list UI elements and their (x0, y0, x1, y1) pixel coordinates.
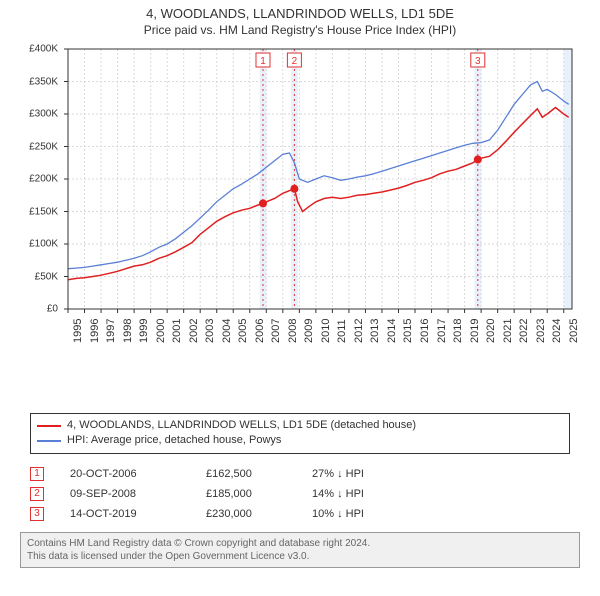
x-axis-label: 2006 (254, 319, 266, 343)
sale-row: 1 20-OCT-2006 £162,500 27% ↓ HPI (30, 464, 570, 484)
sale-delta: 14% ↓ HPI (312, 488, 364, 500)
x-axis-label: 2016 (419, 319, 431, 343)
x-axis-label: 2024 (551, 319, 563, 343)
y-axis-label: £200K (29, 174, 58, 185)
x-axis-label: 2011 (336, 319, 348, 343)
y-axis-label: £150K (29, 206, 58, 217)
legend: 4, WOODLANDS, LLANDRINDOD WELLS, LD1 5DE… (30, 413, 570, 454)
price-chart: 1 2 3 £0 £50K £100K £150K £200K £250K £300K £350K… (20, 41, 580, 381)
sale-date: 09-SEP-2008 (70, 488, 180, 500)
svg-text:3: 3 (475, 56, 481, 67)
y-axis-label: £400K (29, 44, 58, 55)
sale-row: 3 14-OCT-2019 £230,000 10% ↓ HPI (30, 504, 570, 524)
sale-date: 20-OCT-2006 (70, 468, 180, 480)
x-axis-label: 2023 (535, 319, 547, 343)
x-axis-label: 2004 (221, 319, 233, 343)
sale-marker: 1 (30, 467, 44, 481)
x-axis-label: 2025 (568, 319, 580, 343)
page-title: 4, WOODLANDS, LLANDRINDOD WELLS, LD1 5DE (0, 6, 600, 21)
x-axis-label: 2001 (171, 319, 183, 343)
legend-row: HPI: Average price, detached house, Powy… (37, 433, 563, 448)
x-axis-label: 2022 (518, 319, 530, 343)
x-axis-label: 2017 (436, 319, 448, 343)
legend-swatch (37, 425, 61, 427)
x-axis-label: 2015 (402, 319, 414, 343)
x-axis-label: 1996 (89, 319, 101, 343)
sale-delta: 27% ↓ HPI (312, 468, 364, 480)
y-axis-label: £50K (35, 271, 58, 282)
sale-price: £162,500 (206, 468, 286, 480)
sale-price: £230,000 (206, 508, 286, 520)
y-axis-label: £350K (29, 76, 58, 87)
sale-price: £185,000 (206, 488, 286, 500)
y-axis-label: £100K (29, 239, 58, 250)
x-axis-label: 2020 (485, 319, 497, 343)
x-axis-label: 2007 (270, 319, 282, 343)
y-axis-label: £0 (47, 304, 58, 315)
sales-table: 1 20-OCT-2006 £162,500 27% ↓ HPI 2 09-SEP-200… (30, 464, 570, 524)
x-axis-label: 2000 (155, 319, 167, 343)
x-axis-label: 2018 (452, 319, 464, 343)
x-axis-label: 2010 (320, 319, 332, 343)
x-axis-label: 2013 (369, 319, 381, 343)
y-axis-label: £300K (29, 109, 58, 120)
attribution-footer: Contains HM Land Registry data © Crown c… (20, 532, 580, 568)
legend-swatch (37, 440, 61, 442)
x-axis-label: 2005 (237, 319, 249, 343)
x-axis-label: 2021 (502, 319, 514, 343)
footer-line: This data is licensed under the Open Gov… (27, 550, 573, 563)
x-axis-label: 2009 (303, 319, 315, 343)
x-axis-label: 1995 (72, 319, 84, 343)
legend-label: HPI: Average price, detached house, Powy… (67, 433, 281, 448)
x-axis-label: 2014 (386, 319, 398, 343)
legend-label: 4, WOODLANDS, LLANDRINDOD WELLS, LD1 5DE… (67, 418, 416, 433)
x-axis-label: 1999 (138, 319, 150, 343)
sale-marker: 2 (30, 487, 44, 501)
footer-line: Contains HM Land Registry data © Crown c… (27, 537, 573, 550)
sale-delta: 10% ↓ HPI (312, 508, 364, 520)
x-axis-label: 2002 (188, 319, 200, 343)
y-axis-label: £250K (29, 141, 58, 152)
x-axis-label: 2008 (287, 319, 299, 343)
legend-row: 4, WOODLANDS, LLANDRINDOD WELLS, LD1 5DE… (37, 418, 563, 433)
sale-marker: 3 (30, 507, 44, 521)
x-axis-label: 2003 (204, 319, 216, 343)
sale-date: 14-OCT-2019 (70, 508, 180, 520)
x-axis-label: 1997 (105, 319, 117, 343)
x-axis-label: 2019 (469, 319, 481, 343)
x-axis-label: 1998 (122, 319, 134, 343)
svg-text:1: 1 (260, 56, 266, 67)
page-subtitle: Price paid vs. HM Land Registry's House … (0, 23, 600, 37)
sale-row: 2 09-SEP-2008 £185,000 14% ↓ HPI (30, 484, 570, 504)
svg-text:2: 2 (292, 56, 298, 67)
x-axis-label: 2012 (353, 319, 365, 343)
